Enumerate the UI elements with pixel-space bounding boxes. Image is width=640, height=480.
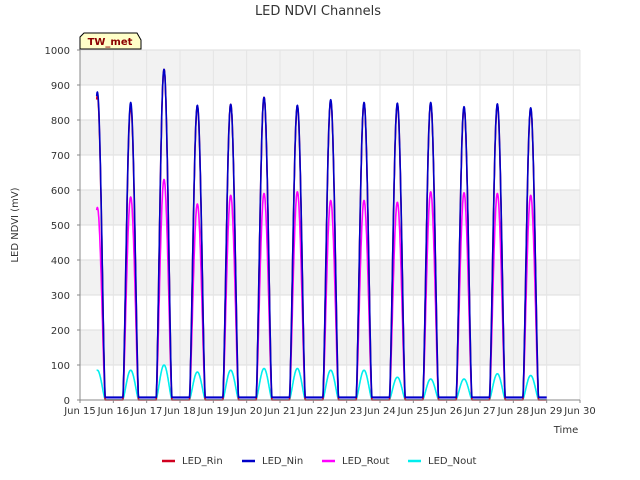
y-tick-label: 300 <box>51 291 70 302</box>
y-tick-label: 400 <box>51 256 70 267</box>
x-tick-label: Jun 28 <box>497 406 530 417</box>
y-tick-label: 100 <box>51 361 70 372</box>
x-tick-label: Jun 15 <box>63 406 96 417</box>
x-tick-label: Jun 16 <box>97 406 130 417</box>
x-tick-label: Jun 23 <box>330 406 363 417</box>
background-band <box>80 330 580 365</box>
legend: LED_Rin LED_Nin LED_Rout LED_Nout <box>162 456 477 467</box>
x-tick-label: Jun 17 <box>130 406 163 417</box>
y-tick-label: 700 <box>51 151 70 162</box>
y-tick-label: 600 <box>51 186 70 197</box>
y-tick-label: 500 <box>51 221 70 232</box>
background-band <box>80 295 580 330</box>
legend-label-led-rin: LED_Rin <box>182 456 223 467</box>
x-tick-label: Jun 20 <box>230 406 263 417</box>
y-tick-labels: 0 100 200 300 400 500 600 700 800 900 1000 <box>45 46 80 407</box>
legend-label-led-nout: LED_Nout <box>428 456 477 467</box>
x-tick-label: Jun 24 <box>363 406 396 417</box>
y-tick-label: 200 <box>51 326 70 337</box>
background-band <box>80 50 580 85</box>
background-band <box>80 260 580 295</box>
plot-background <box>80 50 580 400</box>
x-tick-label: Jun 29 <box>530 406 563 417</box>
x-tick-labels: Jun 15 Jun 16 Jun 17 Jun 18 Jun 19 Jun 20 Jun … <box>63 400 596 417</box>
site-badge: TW_met <box>79 32 142 50</box>
x-tick-label: Jun 18 <box>163 406 196 417</box>
y-axis-label: LED NDVI (mV) <box>10 187 21 262</box>
chart-title: LED NDVI Channels <box>255 4 381 19</box>
site-badge-shape <box>79 32 142 50</box>
x-tick-label: Jun 30 <box>563 406 596 417</box>
background-band <box>80 155 580 190</box>
y-tick-label: 900 <box>51 81 70 92</box>
x-tick-label: Jun 26 <box>430 406 463 417</box>
x-tick-label: Jun 27 <box>463 406 496 417</box>
legend-label-led-nin: LED_Nin <box>262 456 303 467</box>
series-led-nin <box>95 68 548 399</box>
background-band <box>80 225 580 260</box>
legend-label-led-rout: LED_Rout <box>342 456 390 467</box>
y-tick-label: 1000 <box>45 46 70 57</box>
x-tick-label: Jun 25 <box>397 406 430 417</box>
y-tick-label: 0 <box>64 396 70 407</box>
x-tick-label: Jun 19 <box>197 406 230 417</box>
x-tick-label: Jun 22 <box>297 406 330 417</box>
background-band <box>80 120 580 155</box>
site-badge-label: TW_met <box>88 37 133 48</box>
y-tick-label: 800 <box>51 116 70 127</box>
x-tick-label: Jun 21 <box>263 406 296 417</box>
x-axis-label: Time <box>553 425 578 436</box>
